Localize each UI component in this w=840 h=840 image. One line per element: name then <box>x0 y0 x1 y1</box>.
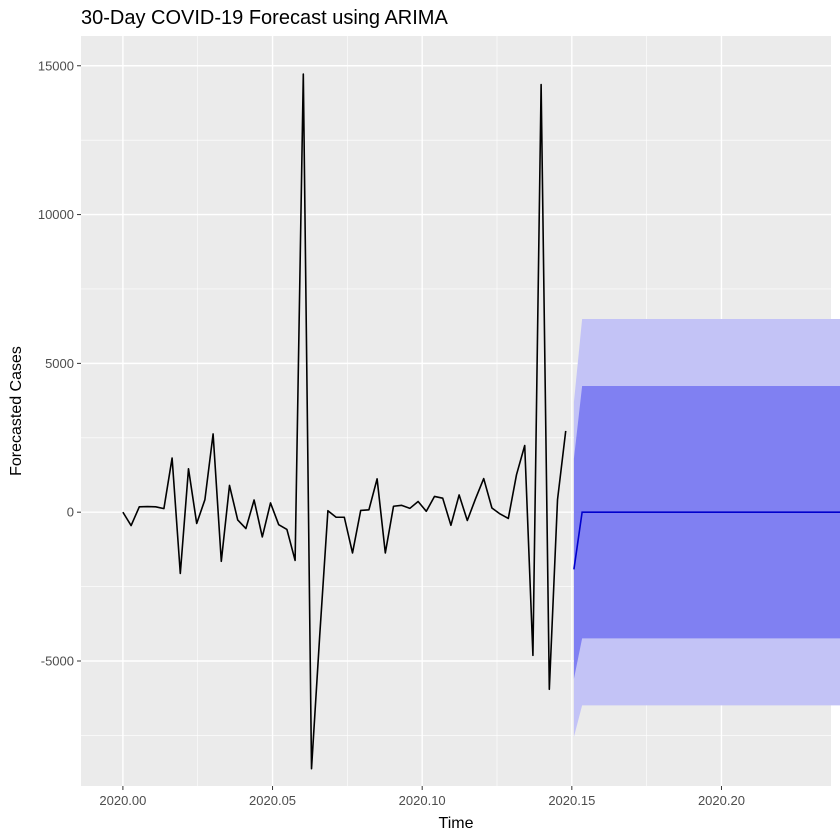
y-tick-label: 5000 <box>45 356 74 371</box>
y-axis-title: Forecasted Cases <box>8 346 25 476</box>
chart-title: 30-Day COVID-19 Forecast using ARIMA <box>81 7 448 29</box>
y-tick-label: 15000 <box>38 58 74 73</box>
x-axis: 2020.00 2020.05 2020.10 2020.15 2020.20 <box>99 786 745 808</box>
x-tick-label: 2020.05 <box>249 793 296 808</box>
x-tick-label: 2020.10 <box>399 793 446 808</box>
forecast-band-80 <box>573 386 840 679</box>
y-tick-label: 0 <box>67 505 74 520</box>
forecast-series <box>573 511 840 570</box>
x-axis-title: Time <box>439 815 474 832</box>
forecast-mean-line <box>573 511 840 570</box>
x-tick-label: 2020.15 <box>548 793 595 808</box>
y-tick-label: 10000 <box>38 207 74 222</box>
x-tick-label: 2020.20 <box>698 793 745 808</box>
observed-series <box>122 73 567 770</box>
y-axis: 15000 10000 5000 0 -5000 <box>38 58 81 669</box>
observed-line <box>122 73 567 770</box>
y-tick-label: -5000 <box>41 654 74 669</box>
x-tick-label: 2020.00 <box>99 793 146 808</box>
band-80-area <box>573 386 840 679</box>
